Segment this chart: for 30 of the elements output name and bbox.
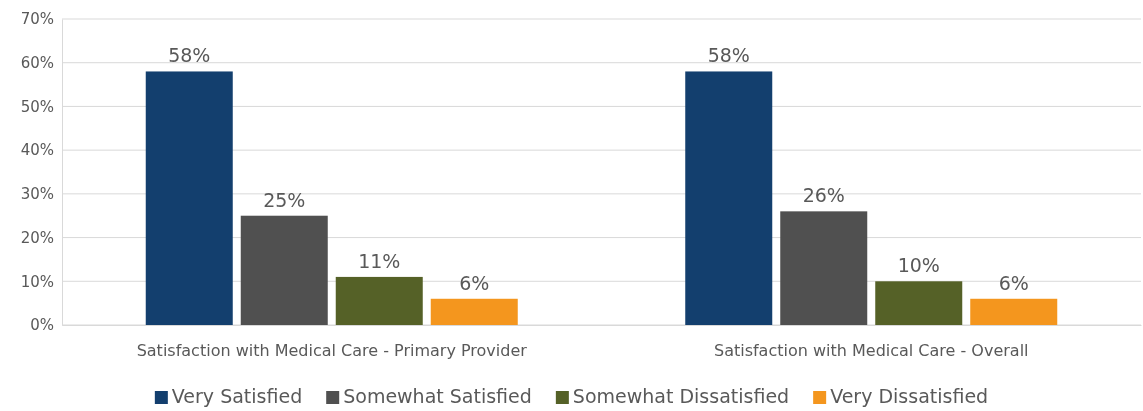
data-label: 58%	[168, 44, 211, 67]
y-tick-label: 20%	[20, 228, 54, 247]
y-tick-label: 30%	[20, 185, 54, 204]
x-tick-label: Satisfaction with Medical Care - Primary Provider	[136, 341, 528, 361]
bar	[335, 276, 423, 325]
legend-label: Very Dissatisfied	[830, 385, 989, 407]
data-label: 10%	[897, 254, 940, 277]
data-label: 6%	[998, 271, 1029, 294]
legend-label: Somewhat Satisfied	[343, 385, 532, 407]
bar	[685, 71, 773, 325]
y-tick-label: 50%	[20, 97, 54, 116]
bar	[780, 211, 868, 325]
y-tick-label: 60%	[20, 54, 54, 73]
bar	[430, 298, 518, 325]
data-label: 11%	[358, 249, 401, 272]
y-tick-label: 40%	[20, 141, 54, 160]
y-tick-label: 0%	[30, 316, 54, 335]
data-label: 58%	[707, 44, 750, 67]
data-label: 26%	[802, 184, 845, 207]
y-tick-label: 10%	[20, 272, 54, 291]
legend-label: Very Satisfied	[171, 385, 303, 407]
legend-label: Somewhat Dissatisfied	[572, 385, 790, 407]
bar	[970, 298, 1058, 325]
bar	[240, 215, 328, 325]
bar	[145, 71, 233, 325]
data-label: 25%	[263, 188, 306, 211]
bar	[875, 281, 963, 325]
data-label: 6%	[459, 271, 490, 294]
y-tick-label: 70%	[20, 10, 54, 29]
x-tick-label: Satisfaction with Medical Care - Overall	[713, 341, 1029, 361]
